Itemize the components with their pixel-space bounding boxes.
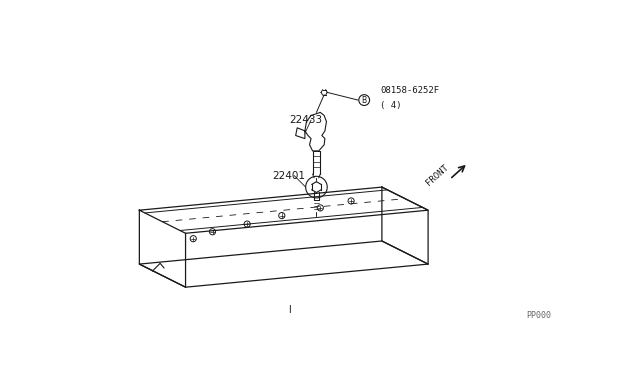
Text: l: l (288, 305, 291, 315)
Text: PP000: PP000 (526, 311, 551, 320)
Text: ( 4): ( 4) (380, 101, 402, 110)
Text: 22433: 22433 (289, 115, 323, 125)
Text: B: B (362, 96, 367, 105)
Text: 08158-6252F: 08158-6252F (380, 86, 440, 96)
Text: FRONT: FRONT (424, 163, 451, 187)
Text: 22401: 22401 (273, 170, 305, 180)
